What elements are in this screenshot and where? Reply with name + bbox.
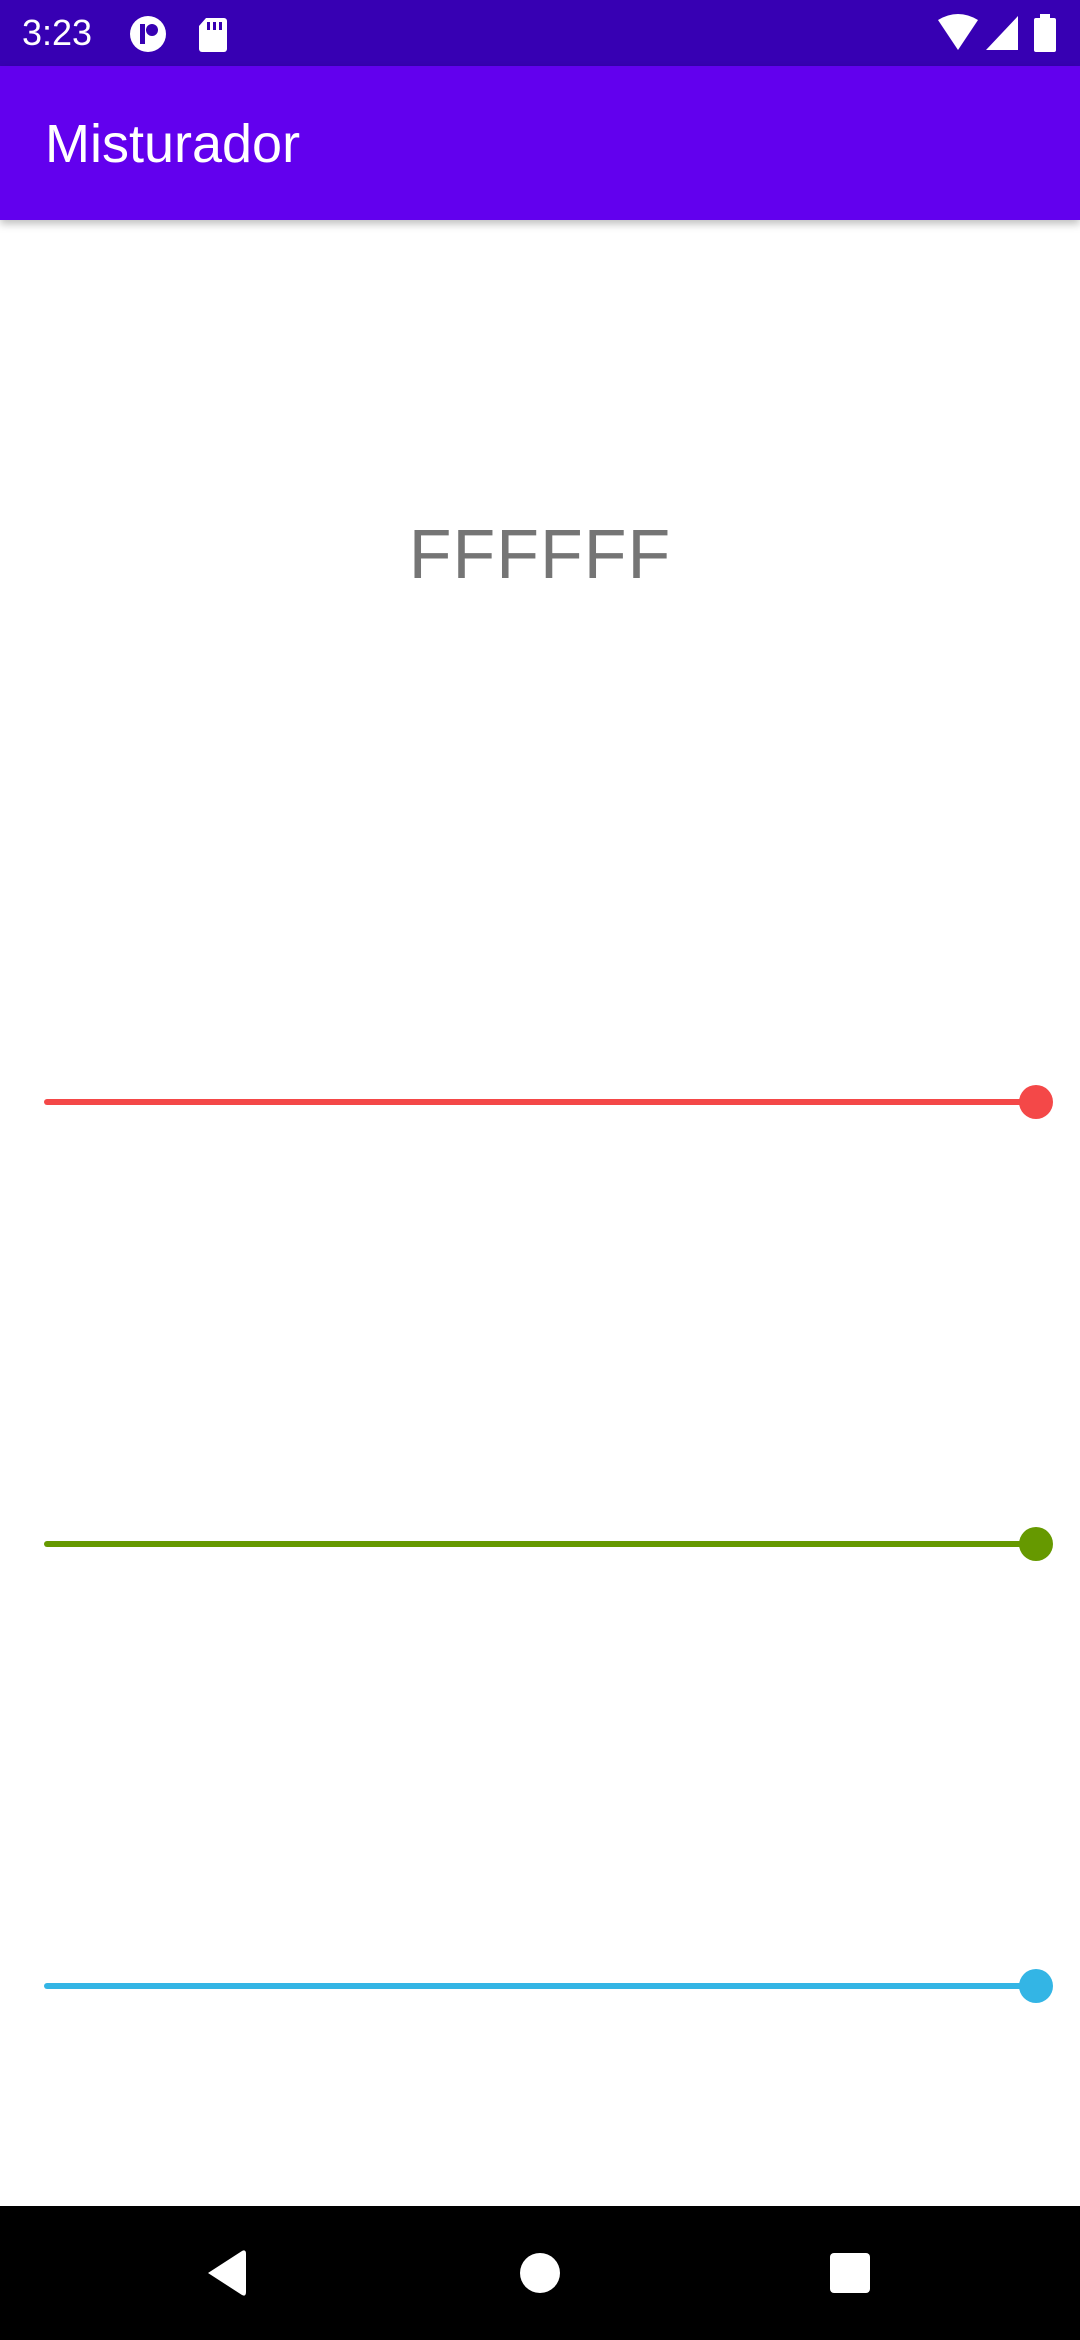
circle-badge-icon [128, 14, 168, 54]
blue-slider[interactable] [44, 1956, 1053, 2016]
blue-slider-thumb[interactable] [1019, 1969, 1053, 2003]
sd-card-icon [192, 14, 232, 54]
battery-icon [1030, 14, 1060, 54]
navigation-bar [0, 2206, 1080, 2340]
home-icon[interactable] [510, 2243, 570, 2303]
app-bar: Misturador [0, 66, 1080, 220]
status-bar: 3:23 [0, 0, 1080, 66]
green-slider-thumb[interactable] [1019, 1527, 1053, 1561]
red-slider[interactable] [44, 1072, 1053, 1132]
red-slider-thumb[interactable] [1019, 1085, 1053, 1119]
recents-icon[interactable] [820, 2243, 880, 2303]
back-icon[interactable] [196, 2243, 256, 2303]
status-time: 3:23 [22, 12, 93, 53]
wifi-icon [936, 14, 980, 54]
green-slider-track[interactable] [44, 1541, 1036, 1547]
app-title: Misturador [45, 114, 301, 174]
hex-color-label: FFFFFF [408, 515, 672, 593]
blue-slider-track[interactable] [44, 1983, 1036, 1989]
green-slider[interactable] [44, 1514, 1053, 1574]
red-slider-track[interactable] [44, 1099, 1036, 1105]
cell-signal-icon [984, 14, 1020, 54]
